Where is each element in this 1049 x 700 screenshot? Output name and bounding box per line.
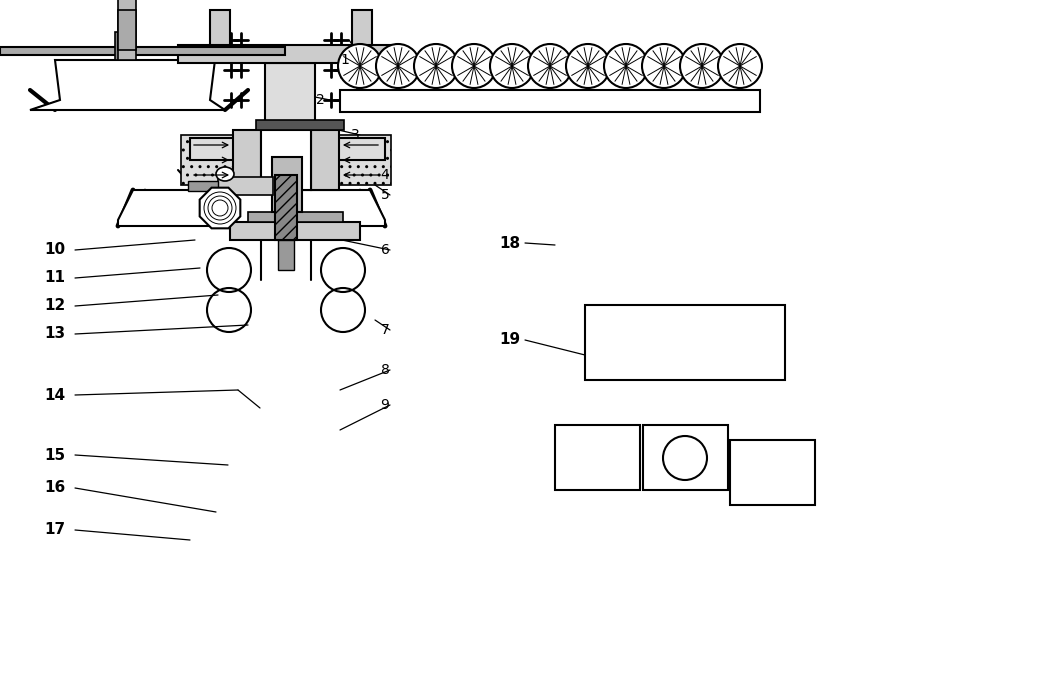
Circle shape: [718, 44, 762, 88]
Text: 9: 9: [381, 398, 389, 412]
Circle shape: [414, 44, 458, 88]
Circle shape: [528, 44, 572, 88]
Text: 6: 6: [381, 243, 389, 257]
Bar: [115, 32, 133, 60]
Text: 8: 8: [381, 363, 389, 377]
Text: 13: 13: [44, 326, 65, 342]
Polygon shape: [35, 65, 220, 108]
Bar: [278, 240, 294, 270]
Text: 17: 17: [44, 522, 65, 538]
Text: 15: 15: [44, 447, 65, 463]
Circle shape: [376, 44, 420, 88]
Bar: [555, 425, 640, 490]
Bar: [218, 177, 273, 195]
Bar: [256, 120, 344, 130]
Polygon shape: [30, 60, 224, 110]
Text: 12: 12: [44, 298, 66, 314]
Bar: [233, 130, 261, 190]
Ellipse shape: [216, 167, 234, 181]
Bar: [117, 10, 136, 50]
Bar: [181, 135, 233, 185]
Circle shape: [680, 44, 724, 88]
Text: 18: 18: [499, 235, 520, 251]
Polygon shape: [199, 188, 240, 228]
Bar: [585, 305, 785, 380]
Bar: [643, 425, 728, 490]
Text: 14: 14: [44, 388, 65, 402]
Text: 1: 1: [341, 53, 349, 67]
Bar: [311, 130, 339, 190]
Bar: [188, 181, 218, 191]
Text: 11: 11: [44, 270, 65, 286]
Bar: [275, 175, 297, 240]
Circle shape: [642, 44, 686, 88]
Bar: [210, 10, 230, 45]
Text: 4: 4: [381, 168, 389, 182]
Polygon shape: [117, 190, 385, 226]
Bar: [0, 47, 285, 55]
Text: 16: 16: [44, 480, 66, 496]
Bar: [272, 157, 302, 212]
Bar: [248, 212, 343, 222]
Circle shape: [566, 44, 611, 88]
Text: 3: 3: [350, 128, 360, 142]
Polygon shape: [269, 130, 303, 160]
Bar: [339, 135, 391, 185]
Text: 10: 10: [44, 242, 65, 258]
Bar: [340, 90, 759, 112]
Bar: [230, 222, 360, 240]
Text: 5: 5: [381, 188, 389, 202]
Bar: [190, 138, 385, 160]
Text: 2: 2: [316, 93, 324, 107]
Text: 19: 19: [499, 332, 520, 347]
Text: 7: 7: [381, 323, 389, 337]
Bar: [117, 0, 136, 60]
Circle shape: [604, 44, 648, 88]
Bar: [261, 130, 311, 190]
Circle shape: [490, 44, 534, 88]
Circle shape: [338, 44, 382, 88]
Bar: [178, 45, 403, 63]
Bar: [730, 440, 815, 505]
Bar: [352, 10, 372, 45]
Bar: [265, 63, 315, 138]
Polygon shape: [122, 194, 381, 224]
Circle shape: [452, 44, 496, 88]
